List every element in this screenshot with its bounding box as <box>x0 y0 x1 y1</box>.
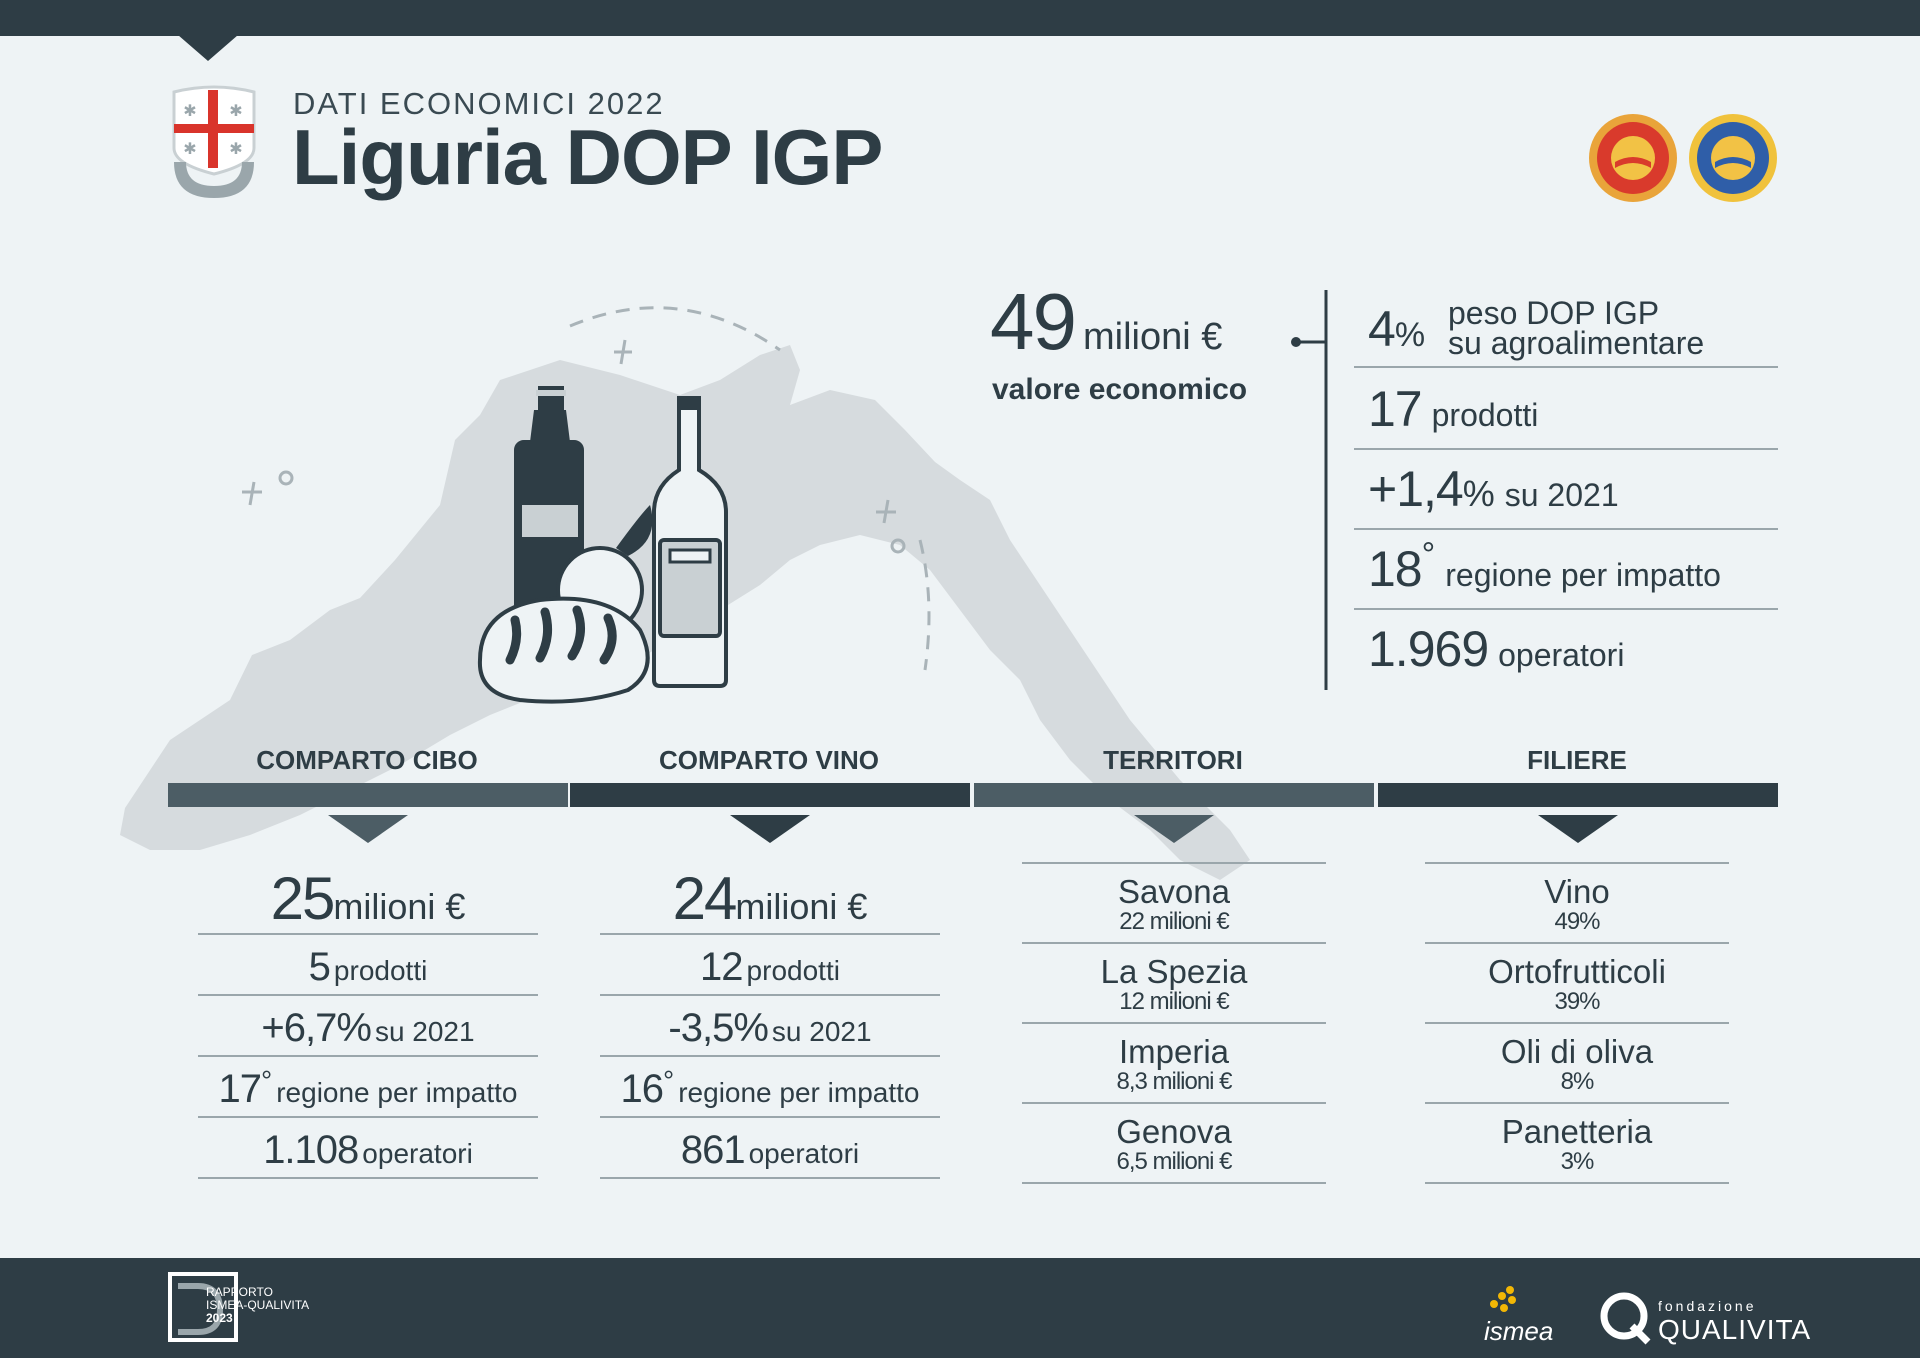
kpi-weight-value: 4% <box>1368 301 1425 357</box>
territorio-item: Imperia 8,3 milioni € <box>1022 1024 1326 1104</box>
heading-territori: TERRITORI <box>1103 745 1243 775</box>
bar-cibo <box>168 783 568 807</box>
pointer-filiere <box>1538 815 1618 843</box>
heading-comparto-vino: COMPARTO VINO <box>658 745 880 775</box>
territorio-item: La Spezia 12 milioni € <box>1022 944 1326 1024</box>
ismea-logo-icon <box>1490 1286 1516 1312</box>
filiera-item: Ortofrutticoli 39% <box>1425 944 1729 1024</box>
cibo-operators: 1.108 operatori <box>198 1118 538 1179</box>
wine-bottle-icon <box>652 396 728 688</box>
dop-igp-seals <box>1589 114 1777 202</box>
rapporto-logo-text: RAPPORTO ISMEA-QUALIVITA 2023 <box>206 1285 310 1325</box>
ismea-logo-text: ismea <box>1484 1316 1554 1346</box>
pointer-vino <box>730 815 810 843</box>
bar-territori <box>974 783 1374 807</box>
rapporto-logo: RAPPORTO ISMEA-QUALIVITA 2023 <box>168 1272 338 1344</box>
filiera-item: Vino 49% <box>1425 864 1729 944</box>
qualivita-text: QUALIVITA <box>1658 1314 1812 1345</box>
total-value-label: valore economico <box>992 373 1248 406</box>
svg-text:✱: ✱ <box>229 103 242 120</box>
sparkle-1 <box>242 339 906 554</box>
total-value: 49 milioni € <box>990 276 1222 368</box>
bread-icon <box>477 596 650 704</box>
kpi-weight: 4% peso DOP IGP su agroalimentare <box>1354 290 1778 368</box>
header-kicker: DATI ECONOMICI 2022 <box>293 86 665 121</box>
heading-comparto-cibo: COMPARTO CIBO <box>256 745 478 775</box>
kpi-trend: +1,4% su 2021 <box>1354 452 1778 530</box>
partner-logos: ismea fondazione QUALIVITA <box>1480 1278 1810 1348</box>
vino-rank: 16° regione per impatto <box>600 1057 940 1118</box>
total-value-unit: milioni € <box>1082 316 1223 358</box>
cibo-rank: 17° regione per impatto <box>198 1057 538 1118</box>
territorio-item: Genova 6,5 milioni € <box>1022 1104 1326 1184</box>
list-filiere: Vino 49% Ortofrutticoli 39% Oli di oliva 8%… <box>1425 862 1729 1184</box>
list-territori: Savona 22 milioni € La Spezia 12 milioni €… <box>1022 862 1326 1184</box>
liguria-crest-logo: ✱ ✱ ✱ ✱ <box>172 85 256 198</box>
pointer-cibo <box>328 815 408 843</box>
territorio-item: Savona 22 milioni € <box>1022 864 1326 944</box>
svg-text:✱: ✱ <box>183 141 196 158</box>
dashed-route-right <box>918 539 931 671</box>
top-banner <box>0 0 1920 36</box>
cibo-products: 5 prodotti <box>198 935 538 996</box>
cibo-trend: +6,7% su 2021 <box>198 996 538 1057</box>
kpi-products: 17 prodotti <box>1354 372 1778 450</box>
bar-vino <box>570 783 970 807</box>
kpi-rank: 18°regione per impatto <box>1354 532 1778 610</box>
qualivita-q-icon <box>1600 1292 1651 1345</box>
heading-filiere: FILIERE <box>1527 745 1627 775</box>
vino-operators: 861 operatori <box>600 1118 940 1179</box>
fondazione-text: fondazione <box>1658 1298 1757 1314</box>
igp-seal-icon <box>1689 114 1777 202</box>
column-cibo: 25milioni € 5 prodotti +6,7% su 2021 17° re… <box>198 858 538 1179</box>
filiera-item: Panetteria 3% <box>1425 1104 1729 1184</box>
filiera-item: Oli di oliva 8% <box>1425 1024 1729 1104</box>
vino-value: 24milioni € <box>600 858 940 935</box>
total-value-number: 49 <box>990 277 1077 366</box>
kpi-weight-label: peso DOP IGP su agroalimentare <box>1448 295 1705 361</box>
cibo-value: 25milioni € <box>198 858 538 935</box>
bar-filiere <box>1378 783 1778 807</box>
top-banner-notch <box>178 35 238 61</box>
svg-text:✱: ✱ <box>183 103 196 120</box>
footer-banner <box>0 1258 1920 1358</box>
dashed-route-top <box>569 306 781 352</box>
svg-text:✱: ✱ <box>229 141 242 158</box>
kpi-operators: 1.969 operatori <box>1368 621 1625 677</box>
dop-seal-icon <box>1589 114 1677 202</box>
column-vino: 24milioni € 12 prodotti -3,5% su 2021 16° r… <box>600 858 940 1179</box>
connector-line <box>1291 290 1328 690</box>
page-title: Liguria DOP IGP <box>292 113 883 201</box>
vino-products: 12 prodotti <box>600 935 940 996</box>
vino-trend: -3,5% su 2021 <box>600 996 940 1057</box>
pointer-territori <box>1134 815 1214 843</box>
rapporto-logo-icon <box>168 1272 238 1342</box>
